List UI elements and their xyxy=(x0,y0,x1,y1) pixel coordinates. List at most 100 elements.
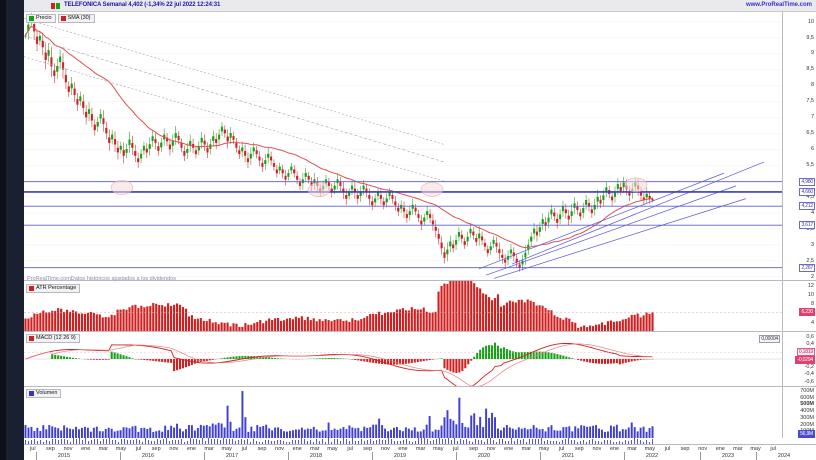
volume-current-value[interactable]: 56,9M xyxy=(798,430,815,438)
scroll-strip-bar[interactable] xyxy=(136,439,137,444)
scroll-strip-bar[interactable] xyxy=(205,441,206,444)
scroll-strip-bar[interactable] xyxy=(181,439,182,444)
atr-panel[interactable]: 12108646,230 xyxy=(24,281,816,331)
scroll-strip-bar[interactable] xyxy=(547,440,548,444)
scroll-strip-bar[interactable] xyxy=(97,439,98,444)
scroll-strip-bar[interactable] xyxy=(247,439,248,444)
scroll-strip-bar[interactable] xyxy=(511,438,512,444)
scroll-strip-bar[interactable] xyxy=(31,440,32,444)
legend-chip-volumen[interactable]: Volumen xyxy=(26,389,62,398)
price-panel[interactable]: 109,598,587,576,565,554,543,532,524,9804… xyxy=(24,12,816,280)
scroll-strip-bar[interactable] xyxy=(430,441,431,444)
scroll-strip-bar[interactable] xyxy=(67,440,68,444)
volume-legend[interactable]: Volumen xyxy=(26,389,62,398)
scroll-strip-bar[interactable] xyxy=(463,440,464,444)
scroll-strip-bar[interactable] xyxy=(472,442,473,444)
price-plot-area[interactable] xyxy=(24,12,782,280)
scroll-strip-bar[interactable] xyxy=(436,439,437,444)
scroll-strip-bar[interactable] xyxy=(490,438,491,444)
scroll-strip-bar[interactable] xyxy=(121,439,122,444)
scroll-strip-bar[interactable] xyxy=(457,441,458,444)
scroll-strip-bar[interactable] xyxy=(55,439,56,444)
scroll-strip-bar[interactable] xyxy=(313,442,314,444)
scroll-strip-bar[interactable] xyxy=(394,441,395,444)
scroll-strip-bar[interactable] xyxy=(367,440,368,444)
volume-plot-area[interactable] xyxy=(24,387,782,438)
scroll-strip-bar[interactable] xyxy=(61,439,62,444)
price-level-label[interactable]: 2,287 xyxy=(799,263,815,272)
scroll-strip-bar[interactable] xyxy=(364,441,365,444)
scroll-strip-bar[interactable] xyxy=(577,442,578,444)
scroll-strip-bar[interactable] xyxy=(460,439,461,444)
legend-chip-atr[interactable]: ATR Percentage xyxy=(26,284,81,293)
scroll-strip-bar[interactable] xyxy=(454,438,455,444)
scroll-strip-bar[interactable] xyxy=(649,442,650,444)
scroll-strip-bar[interactable] xyxy=(469,441,470,444)
scroll-strip-bar[interactable] xyxy=(514,441,515,444)
scroll-strip-bar[interactable] xyxy=(415,441,416,444)
scroll-strip-bar[interactable] xyxy=(403,440,404,444)
scroll-strip-bar[interactable] xyxy=(172,440,173,444)
scroll-strip-bar[interactable] xyxy=(40,440,41,444)
scroll-strip-bar[interactable] xyxy=(622,442,623,444)
scroll-strip-bar[interactable] xyxy=(520,440,521,444)
scroll-strip-bar[interactable] xyxy=(556,441,557,444)
scroll-strip-bar[interactable] xyxy=(112,440,113,444)
macd-legend[interactable]: MACD (12 26 9) xyxy=(26,334,80,343)
scroll-strip-bar[interactable] xyxy=(244,440,245,444)
scroll-strip-bar[interactable] xyxy=(373,441,374,444)
scroll-strip-bar[interactable] xyxy=(478,440,479,444)
scroll-strip-bar[interactable] xyxy=(289,442,290,444)
scroll-strip-bar[interactable] xyxy=(94,439,95,444)
scroll-strip-bar[interactable] xyxy=(481,440,482,444)
scroll-strip-bar[interactable] xyxy=(568,438,569,444)
scroll-strip-bar[interactable] xyxy=(565,439,566,444)
scroll-strip-bar[interactable] xyxy=(199,440,200,444)
scroll-strip-bar[interactable] xyxy=(124,439,125,444)
scroll-strip-bar[interactable] xyxy=(229,439,230,444)
scroll-strip-bar[interactable] xyxy=(127,440,128,444)
macd-axis[interactable]: 0,60,40,20-0,2-0,4-0,60,1819-0,0294 xyxy=(782,332,816,386)
macd-value-label[interactable]: -0,0294 xyxy=(795,356,815,365)
scroll-strip-bar[interactable] xyxy=(634,438,635,444)
scroll-strip-bar[interactable] xyxy=(28,441,29,444)
scroll-strip-bar[interactable] xyxy=(652,439,653,444)
scroll-strip-bar[interactable] xyxy=(331,442,332,444)
scroll-strip-bar[interactable] xyxy=(151,441,152,444)
scroll-strip-bar[interactable] xyxy=(493,440,494,444)
scroll-strip-bar[interactable] xyxy=(58,440,59,444)
scroll-strip-bar[interactable] xyxy=(82,440,83,444)
scroll-strip-bar[interactable] xyxy=(232,439,233,444)
scroll-strip-bar[interactable] xyxy=(133,440,134,444)
scroll-strip-bar[interactable] xyxy=(130,440,131,444)
scroll-strip-bar[interactable] xyxy=(424,438,425,444)
scroll-strip-bar[interactable] xyxy=(637,439,638,444)
scroll-strip-bar[interactable] xyxy=(187,441,188,444)
scroll-strip-bar[interactable] xyxy=(439,438,440,444)
scroll-strip-bar[interactable] xyxy=(517,439,518,444)
scroll-strip-bar[interactable] xyxy=(397,441,398,444)
scroll-strip-bar[interactable] xyxy=(169,441,170,444)
scroll-strip-bar[interactable] xyxy=(601,442,602,444)
scroll-strip-bar[interactable] xyxy=(427,439,428,444)
scroll-strip-bar[interactable] xyxy=(100,441,101,444)
scroll-strip-bar[interactable] xyxy=(115,440,116,444)
scroll-strip-bar[interactable] xyxy=(259,442,260,444)
scroll-strip-bar[interactable] xyxy=(508,441,509,444)
scroll-strip-bar[interactable] xyxy=(418,438,419,444)
scroll-strip-bar[interactable] xyxy=(118,442,119,444)
scroll-strip-bar[interactable] xyxy=(466,439,467,444)
scroll-strip-bar[interactable] xyxy=(391,439,392,444)
scroll-strip-bar[interactable] xyxy=(85,438,86,444)
atr-current-value[interactable]: 6,230 xyxy=(799,308,815,317)
scroll-strip-bar[interactable] xyxy=(73,438,74,444)
scroll-strip-bar[interactable] xyxy=(64,439,65,444)
scroll-strip-bar[interactable] xyxy=(49,441,50,444)
scroll-strip-bar[interactable] xyxy=(358,441,359,444)
scroll-strip-bar[interactable] xyxy=(220,440,221,444)
scroll-strip-bar[interactable] xyxy=(76,439,77,444)
scroll-strip-bar[interactable] xyxy=(196,439,197,444)
scroll-strip-bar[interactable] xyxy=(475,439,476,444)
scroll-strip-bar[interactable] xyxy=(562,440,563,444)
scroll-strip-bar[interactable] xyxy=(178,440,179,444)
